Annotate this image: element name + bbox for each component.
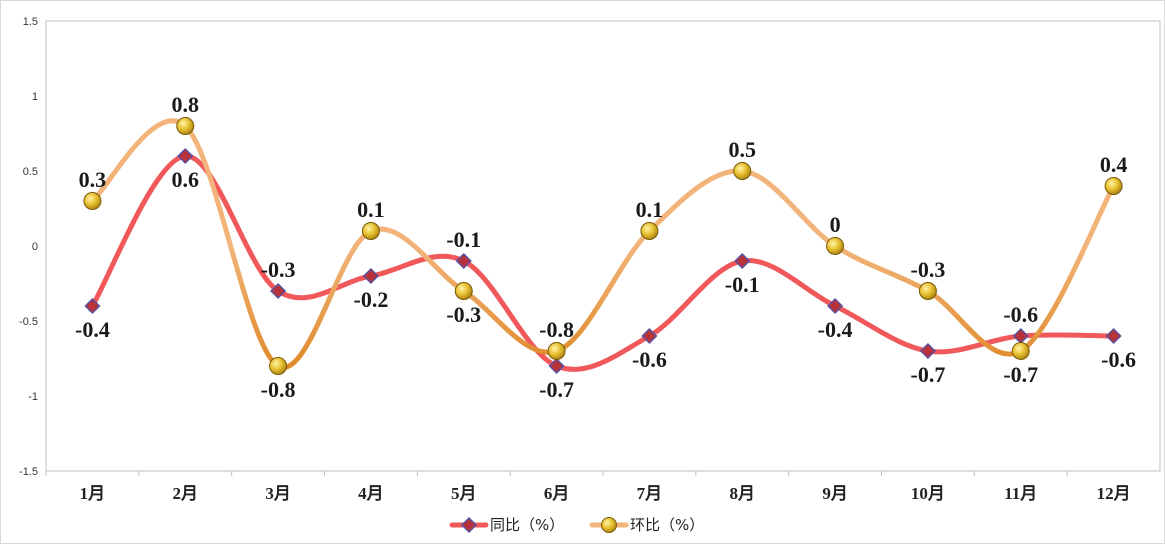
y-tick-label: -1: [28, 391, 38, 403]
data-label-tongbi: 0.6: [172, 167, 200, 192]
data-point-tongbi: [641, 327, 658, 345]
data-point-tongbi: [270, 282, 287, 300]
x-axis: 1月 2月 3月 4月 5月 6月 7月 8月 9月 10月 11月 12月: [45, 471, 1131, 503]
data-label-huanbi: -0.8: [261, 377, 296, 402]
x-tick-label: 11月: [1004, 484, 1037, 503]
data-label-tongbi: -0.7: [539, 377, 574, 402]
data-point-huanbi: [1011, 342, 1030, 360]
x-tick-label: 10月: [911, 484, 945, 503]
legend: 同比（%） 环比（%）: [449, 516, 704, 534]
x-tick-label: 2月: [173, 484, 199, 503]
data-labels: -0.4 0.6 -0.3 -0.2 -0.1 -0.7 -0.6 -0.1 -0.4 -0.7 -…: [75, 92, 1136, 402]
x-tick-label: 1月: [80, 484, 106, 503]
x-tick-label: 7月: [637, 484, 663, 503]
data-point-huanbi: [176, 117, 195, 135]
legend-marker-huanbi: [601, 517, 617, 533]
data-point-tongbi: [827, 297, 844, 315]
data-label-tongbi: -0.7: [911, 362, 946, 387]
data-label-tongbi: -0.6: [632, 347, 667, 372]
data-label-huanbi: 0.5: [729, 137, 757, 162]
data-point-tongbi: [84, 297, 101, 315]
data-point-huanbi: [454, 282, 473, 300]
y-tick-label: 0.5: [23, 166, 38, 178]
data-point-tongbi: [734, 252, 751, 270]
data-label-tongbi: -0.2: [354, 287, 389, 312]
x-tick-label: 3月: [265, 484, 291, 503]
data-label-huanbi: 0.4: [1100, 152, 1128, 177]
data-label-tongbi: -0.6: [1101, 347, 1136, 372]
x-tick-label: 9月: [822, 484, 848, 503]
data-point-huanbi: [1104, 177, 1123, 195]
data-label-huanbi: -0.3: [911, 257, 946, 282]
data-point-tongbi: [1105, 327, 1122, 345]
data-point-huanbi: [269, 357, 288, 375]
x-tick-label: 8月: [730, 484, 756, 503]
data-point-huanbi: [640, 222, 659, 240]
data-point-huanbi: [918, 282, 937, 300]
data-label-huanbi: -0.3: [446, 302, 481, 327]
data-point-tongbi: [455, 252, 472, 270]
x-tick-label: 5月: [451, 484, 477, 503]
x-tick-label: 4月: [358, 484, 384, 503]
data-label-huanbi: 0.1: [636, 197, 664, 222]
y-axis: 1.5 1 0.5 0 -0.5 -1 -1.5: [19, 16, 38, 478]
y-tick-label: 0: [32, 241, 38, 253]
y-tick-label: 1.5: [23, 16, 38, 28]
data-point-huanbi: [361, 222, 380, 240]
data-point-huanbi: [826, 237, 845, 255]
data-point-tongbi: [177, 147, 194, 165]
data-point-huanbi: [547, 342, 566, 360]
data-point-tongbi: [362, 267, 379, 285]
data-point-huanbi: [733, 162, 752, 180]
data-point-tongbi: [919, 342, 936, 360]
series-markers: [83, 117, 1123, 375]
data-label-huanbi: -0.8: [539, 317, 574, 342]
y-tick-label: -1.5: [19, 466, 38, 478]
x-tick-label: 6月: [544, 484, 570, 503]
data-label-huanbi: -0.7: [1003, 362, 1038, 387]
data-label-tongbi: -0.6: [1003, 302, 1038, 327]
legend-label-tongbi: 同比（%）: [490, 516, 564, 534]
data-label-tongbi: -0.1: [446, 227, 481, 252]
series-line-huanbi: [89, 118, 1117, 370]
data-label-tongbi: -0.1: [725, 272, 760, 297]
data-point-huanbi: [83, 192, 102, 210]
y-tick-label: 1: [32, 91, 38, 103]
data-label-huanbi: 0.3: [79, 167, 107, 192]
legend-label-huanbi: 环比（%）: [630, 516, 704, 534]
y-tick-label: -0.5: [19, 316, 38, 328]
data-label-tongbi: -0.4: [818, 317, 853, 342]
legend-marker-tongbi: [460, 516, 478, 534]
data-label-huanbi: 0: [830, 212, 841, 237]
data-point-tongbi: [548, 357, 565, 375]
data-label-huanbi: 0.1: [357, 197, 385, 222]
x-tick-label: 12月: [1097, 484, 1131, 503]
data-label-huanbi: 0.8: [172, 92, 200, 117]
data-label-tongbi: -0.3: [261, 257, 296, 282]
data-label-tongbi: -0.4: [75, 317, 110, 342]
